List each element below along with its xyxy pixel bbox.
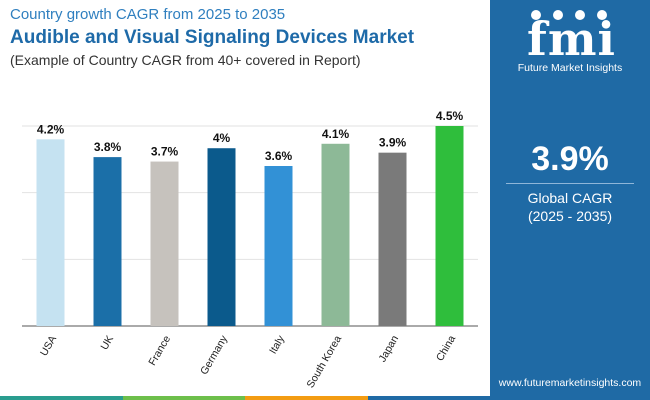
bar-uk [93, 157, 122, 326]
bar-japan [378, 152, 407, 326]
chart-kicker: Country growth CAGR from 2025 to 2035 [10, 6, 286, 23]
chart-title: Audible and Visual Signaling Devices Mar… [10, 27, 415, 48]
data-label: 3.8% [94, 140, 122, 154]
bar-france [150, 161, 179, 326]
global-cagr-label: Global CAGR [527, 190, 613, 206]
x-tick-label: Japan [376, 333, 401, 364]
chart-panel: Country growth CAGR from 2025 to 2035 Au… [0, 6, 490, 400]
strip-segment-2 [122, 396, 245, 400]
logo-icons [531, 10, 607, 20]
data-label: 3.9% [379, 136, 407, 150]
bar-germany [207, 148, 236, 326]
logo-caption: Future Market Insights [517, 62, 623, 74]
x-tick-label: UK [98, 334, 116, 353]
divider [506, 183, 634, 184]
website-url[interactable]: www.futuremarketinsights.com [498, 377, 642, 389]
bar-china [435, 126, 464, 326]
data-label: 4.2% [37, 122, 65, 136]
data-label: 3.7% [151, 145, 179, 159]
bar-italy [264, 166, 293, 326]
x-tick-label: Germany [198, 333, 230, 377]
global-cagr-period: (2025 - 2035) [527, 208, 613, 224]
summary-sidebar: fmi Future Market Insights 3.9% Global C… [490, 0, 650, 400]
data-label: 4% [213, 131, 231, 145]
x-tick-label: France [146, 333, 173, 367]
logo-wordmark: fmi [527, 12, 616, 66]
data-label: 4.1% [322, 127, 350, 141]
bar-south-korea [321, 143, 350, 326]
x-tick-label: USA [38, 334, 59, 359]
x-tick-label: South Korea [305, 333, 345, 390]
bottom-color-strip [0, 396, 490, 400]
global-cagr-value: 3.9% [531, 140, 609, 178]
chart-subtitle: (Example of Country CAGR from 40+ covere… [10, 52, 361, 68]
data-label: 3.6% [265, 149, 293, 163]
strip-segment-4 [367, 396, 490, 400]
bar-chart: 4.2% USA 3.8% UK 3.7% France 4% Germany 3.6% Ital… [22, 109, 478, 390]
data-label: 4.5% [436, 109, 464, 123]
bar-usa [36, 139, 65, 326]
x-tick-label: China [434, 333, 458, 363]
strip-segment-3 [245, 396, 368, 400]
x-tick-label: Italy [267, 333, 287, 356]
fmi-logo: fmi [514, 8, 629, 78]
strip-segment-1 [0, 396, 123, 400]
